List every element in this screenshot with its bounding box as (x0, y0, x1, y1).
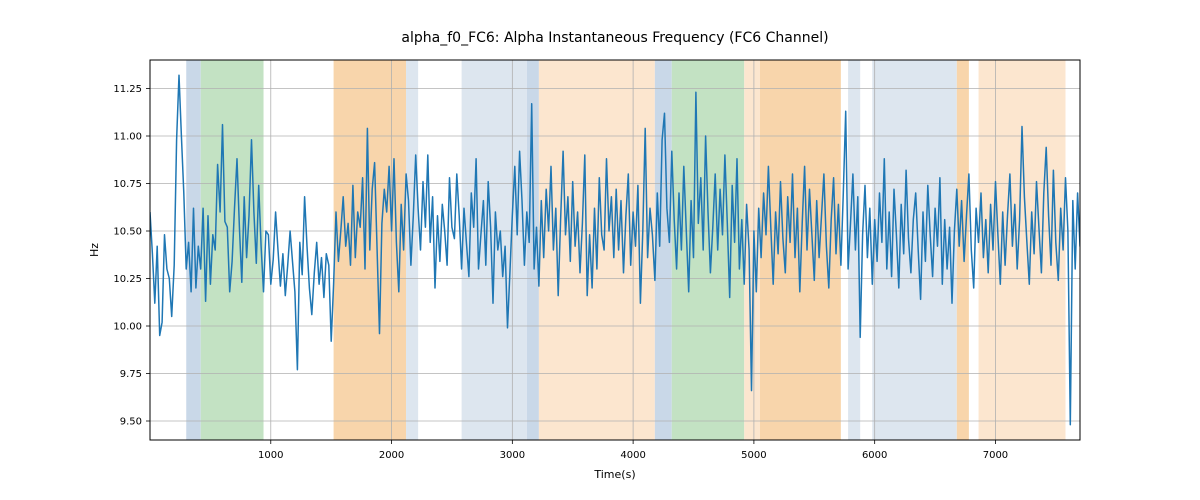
x-tick-label: 7000 (983, 450, 1008, 461)
shaded-region (957, 60, 969, 440)
x-tick-label: 6000 (862, 450, 887, 461)
y-ticks: 9.50 9.75 10.00 10.25 10.50 10.75 11.00 11.25 (113, 84, 150, 428)
chart-title: alpha_f0_FC6: Alpha Instantaneous Freque… (401, 30, 828, 46)
y-tick-label: 9.75 (120, 369, 142, 380)
y-tick-label: 9.50 (120, 417, 142, 428)
y-tick-label: 10.25 (113, 274, 142, 285)
y-tick-label: 11.00 (113, 132, 142, 143)
x-tick-label: 5000 (741, 450, 766, 461)
y-tick-label: 10.00 (113, 322, 142, 333)
chart-container: 1000 2000 3000 4000 5000 6000 7000 9.50 9.75 10.0… (0, 0, 1200, 500)
x-tick-label: 1000 (258, 450, 283, 461)
line-chart: 1000 2000 3000 4000 5000 6000 7000 9.50 9.75 10.0… (0, 0, 1200, 500)
x-axis-label: Time(s) (593, 468, 635, 481)
x-ticks: 1000 2000 3000 4000 5000 6000 7000 (258, 440, 1008, 461)
shaded-region (655, 60, 672, 440)
y-tick-label: 11.25 (113, 84, 142, 95)
shaded-region (979, 60, 1066, 440)
y-tick-label: 10.75 (113, 179, 142, 190)
y-tick-label: 10.50 (113, 227, 142, 238)
x-tick-label: 3000 (500, 450, 525, 461)
x-tick-label: 4000 (620, 450, 645, 461)
x-tick-label: 2000 (379, 450, 404, 461)
y-axis-label: Hz (88, 243, 101, 257)
shaded-region (672, 60, 744, 440)
